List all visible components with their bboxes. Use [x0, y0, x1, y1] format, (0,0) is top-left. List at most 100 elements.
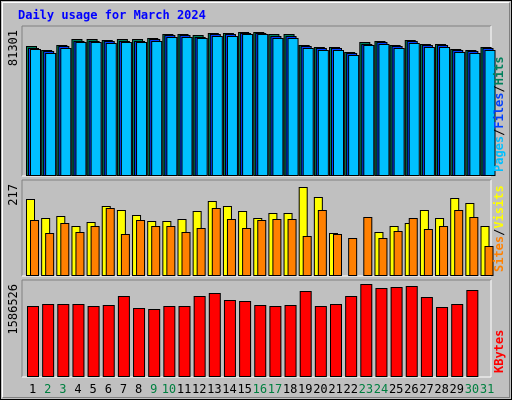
pages-bar: [439, 47, 451, 176]
pages-bar: [272, 38, 284, 176]
kbytes-bar: [42, 304, 55, 377]
kbytes-bar: [163, 306, 176, 377]
sites-bar: [151, 226, 161, 276]
max-value-label: 81301: [6, 30, 20, 66]
pages-bar: [196, 38, 208, 176]
max-value-label: 217: [6, 184, 20, 206]
kbytes-bar: [117, 296, 130, 377]
kbytes-bar: [345, 296, 358, 377]
sites-bar: [302, 236, 312, 276]
day-label: 31: [480, 382, 494, 396]
day-label: 20: [313, 382, 327, 396]
day-label: 8: [135, 382, 142, 396]
pages-legend-entry: Pages: [492, 136, 506, 172]
day-label: 17: [268, 382, 282, 396]
sites-bar: [257, 220, 267, 276]
sites-bar: [75, 232, 85, 276]
pages-bar: [60, 48, 72, 176]
pages-bar: [242, 34, 254, 176]
sites-bar: [120, 234, 130, 276]
day-label: 28: [434, 382, 448, 396]
kbytes-bar: [148, 309, 161, 377]
pages-bar: [348, 55, 360, 176]
kbytes-bar: [223, 300, 236, 377]
day-label: 29: [450, 382, 464, 396]
kbytes-bar: [451, 304, 464, 377]
day-label: 14: [222, 382, 236, 396]
visits-sites-panel: 217 Sites/Visits: [6, 179, 506, 277]
sites-bar: [136, 220, 146, 276]
pages-bar: [378, 44, 390, 176]
kbytes-panel: 1586526 KBytes: [6, 279, 506, 378]
kbytes-bar: [269, 306, 282, 377]
pages-bar: [408, 43, 420, 176]
sites-bar: [242, 228, 252, 276]
sites-bar: [272, 219, 282, 276]
visits-legend: Sites/Visits: [492, 185, 506, 272]
day-label: 18: [283, 382, 297, 396]
sites-bar: [60, 223, 70, 276]
pages-bar: [181, 37, 193, 176]
hits-legend-entry: Hits: [492, 56, 506, 85]
sites-bar: [484, 246, 494, 276]
pages-bar: [333, 50, 344, 176]
pages-bar: [484, 50, 496, 176]
kbytes-bar: [360, 284, 373, 377]
pages-bar: [90, 42, 102, 176]
sites-bar: [423, 229, 433, 276]
pages-bar: [120, 42, 132, 176]
pages-bar: [302, 48, 314, 176]
day-label: 5: [90, 382, 97, 396]
kbytes-bar: [254, 305, 267, 377]
sites-bar: [333, 234, 342, 276]
pages-bar: [317, 50, 329, 176]
pages-bar: [226, 36, 238, 176]
sites-bar: [90, 226, 100, 276]
sites-bar: [393, 231, 403, 276]
day-label: 21: [328, 382, 342, 396]
day-label: 22: [343, 382, 357, 396]
kbytes-bar: [27, 306, 39, 377]
sites-bar: [287, 219, 297, 276]
sites-bar: [211, 208, 221, 276]
pages-bar: [105, 43, 117, 176]
pages-bar: [75, 42, 87, 176]
day-label: 12: [192, 382, 206, 396]
pages-bar: [363, 45, 375, 176]
day-label: 3: [59, 382, 66, 396]
sites-bar: [30, 220, 39, 276]
kbytes-bar: [466, 290, 479, 377]
kbytes-bar: [87, 306, 100, 377]
kbytes-bar: [420, 297, 433, 377]
kbytes-bar: [193, 296, 206, 377]
day-label: 1: [29, 382, 36, 396]
sites-bar: [226, 219, 236, 276]
day-label: 9: [150, 382, 157, 396]
kbytes-bar: [330, 304, 342, 377]
pages-bar: [423, 47, 435, 176]
sites-legend-entry: Sites: [492, 236, 506, 272]
day-label: 13: [207, 382, 221, 396]
kbytes-bar: [405, 286, 418, 377]
day-label: 30: [465, 382, 479, 396]
kbytes-bar: [299, 291, 312, 377]
sites-bar: [348, 238, 358, 276]
sites-bar: [196, 228, 206, 276]
legend-separator: /: [492, 85, 506, 92]
pages-bar: [454, 52, 466, 176]
day-label: 11: [177, 382, 191, 396]
sites-bar: [363, 217, 373, 276]
kbytes-bar: [72, 304, 85, 377]
day-label: 2: [44, 382, 51, 396]
day-label: 10: [162, 382, 176, 396]
kbytes-bar: [57, 304, 70, 377]
sites-bar: [454, 210, 464, 276]
day-label: 25: [389, 382, 403, 396]
day-label: 4: [74, 382, 81, 396]
pages-bar: [287, 38, 299, 176]
kbytes-bar: [284, 305, 297, 377]
sites-bar: [166, 226, 176, 276]
chart-title: Daily usage for March 2024: [18, 8, 206, 22]
